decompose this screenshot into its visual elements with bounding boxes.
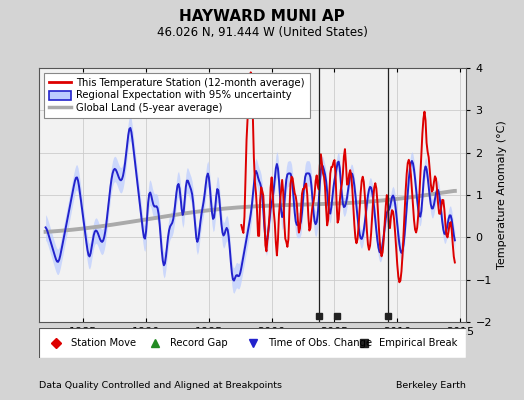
Text: HAYWARD MUNI AP: HAYWARD MUNI AP xyxy=(179,9,345,24)
Text: Empirical Break: Empirical Break xyxy=(379,338,457,348)
Text: Time of Obs. Change: Time of Obs. Change xyxy=(268,338,372,348)
Legend: This Temperature Station (12-month average), Regional Expectation with 95% uncer: This Temperature Station (12-month avera… xyxy=(45,73,310,118)
Text: Record Gap: Record Gap xyxy=(170,338,227,348)
Y-axis label: Temperature Anomaly (°C): Temperature Anomaly (°C) xyxy=(497,121,507,269)
Text: Berkeley Earth: Berkeley Earth xyxy=(397,381,466,390)
Text: Station Move: Station Move xyxy=(71,338,136,348)
Text: 46.026 N, 91.444 W (United States): 46.026 N, 91.444 W (United States) xyxy=(157,26,367,39)
Text: Data Quality Controlled and Aligned at Breakpoints: Data Quality Controlled and Aligned at B… xyxy=(39,381,282,390)
